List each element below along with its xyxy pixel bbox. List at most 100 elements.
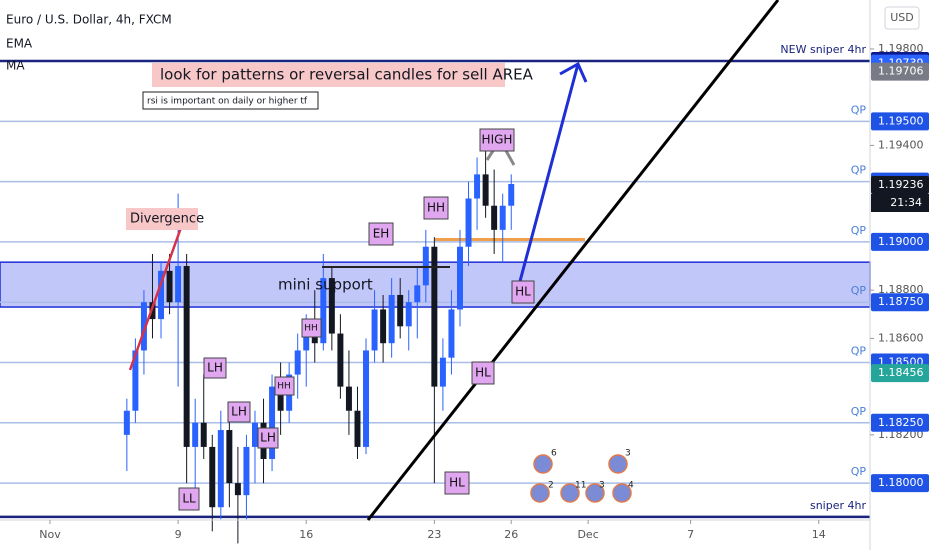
candle-body [354, 410, 361, 447]
candle-body [192, 422, 199, 447]
price-tag [871, 62, 929, 81]
economic-events: 6 3 2 11 3 4 [530, 449, 634, 503]
candle-body [166, 270, 173, 303]
level-label: QP [851, 465, 867, 478]
indicator-label: EMA [6, 37, 33, 51]
x-tick-label: 9 [175, 528, 182, 541]
candle-body [294, 350, 301, 375]
price-tag [871, 232, 929, 251]
label: LH [260, 431, 276, 445]
label-box [471, 361, 495, 385]
candle-body [414, 285, 421, 303]
currency-button[interactable] [884, 6, 920, 30]
label-box [444, 471, 470, 495]
indicator-label: MA [6, 59, 25, 73]
label: HL [475, 366, 491, 380]
label: HIGH [482, 133, 513, 147]
level-label: sniper 4hr [810, 499, 866, 512]
note: mini support [278, 276, 373, 294]
candle-body [431, 246, 438, 387]
label-box [257, 427, 279, 449]
label-box [423, 196, 449, 220]
annotations: look for patterns or reversal candles fo… [126, 63, 535, 511]
price-tag-label: 1.18456 [878, 366, 924, 379]
x-tick-label: 14 [812, 528, 826, 541]
candle-body [320, 278, 327, 344]
candle-body [158, 270, 165, 320]
label: HL [449, 476, 465, 490]
y-tick-label: 1.19400 [878, 138, 924, 151]
event-count: 4 [628, 481, 634, 491]
label: HH [304, 324, 318, 334]
event-icon [612, 483, 632, 503]
price-tag [871, 293, 929, 312]
candle-body [175, 266, 182, 303]
plot-area [0, 59, 871, 544]
candle-body [217, 430, 224, 508]
candle-body [405, 302, 412, 327]
projection-arrow [513, 63, 580, 301]
arrow-head [559, 61, 588, 83]
level-label: QP [851, 103, 867, 116]
candle-body [508, 184, 515, 206]
label: LH [231, 405, 247, 419]
candle-body [328, 278, 335, 334]
candle-body [474, 174, 481, 199]
candle-body [388, 294, 395, 344]
price-tag-label: 1.19236 [878, 178, 924, 191]
currency[interactable]: USD [890, 11, 914, 24]
candle-body [183, 266, 190, 447]
candle-body [448, 309, 455, 358]
price-tag-label: 1.18000 [878, 476, 924, 489]
trend-line [366, 0, 780, 521]
countdown: 21:34 [890, 196, 922, 209]
event-count: 2 [548, 481, 554, 491]
candle-body [397, 294, 404, 327]
candle-body [491, 205, 498, 230]
event-count: 6 [551, 449, 557, 459]
x-tick-label: 26 [504, 528, 518, 541]
candle-body [123, 410, 130, 435]
event-count: 3 [625, 449, 631, 459]
candle-body [277, 386, 284, 411]
candle-body [132, 350, 139, 411]
price-tag-label: 1.18250 [878, 416, 924, 429]
note: Divergence [130, 212, 204, 227]
candle-body [243, 446, 250, 496]
candle-body [439, 357, 446, 387]
price-tag-label: 1.19706 [878, 65, 924, 78]
candle-body [337, 333, 344, 387]
note-box [152, 63, 505, 87]
level-label: QP [851, 405, 867, 418]
note: rsi is important on daily or higher tf [147, 97, 308, 107]
label-box [368, 222, 394, 246]
price-tag [871, 364, 929, 383]
level-label: QP [851, 284, 867, 297]
label-box [178, 487, 200, 511]
x-tick-label: Dec [577, 528, 598, 541]
label: HH [277, 382, 291, 392]
candle-body [200, 422, 207, 447]
price-tag [871, 413, 929, 432]
x-tick-label: 16 [299, 528, 313, 541]
candle-body [209, 446, 216, 508]
label-box [274, 376, 295, 396]
candle-body [371, 309, 378, 351]
note: look for patterns or reversal candles fo… [160, 66, 534, 84]
level-label: QP [851, 345, 867, 358]
candle-body [482, 174, 489, 206]
event-count: 11 [575, 481, 586, 491]
drawings [128, 0, 780, 521]
event-icon [608, 454, 628, 474]
y-tick-label: 1.18800 [878, 283, 924, 296]
label: HH [427, 201, 445, 215]
candle-body [251, 422, 258, 447]
event-icon [530, 483, 550, 503]
candle-body [499, 205, 506, 230]
candle-body [345, 386, 352, 411]
event-icon [560, 483, 580, 503]
label: LL [182, 492, 196, 506]
label-box [511, 280, 535, 304]
price-tag [871, 112, 929, 131]
candle-body [226, 430, 233, 484]
